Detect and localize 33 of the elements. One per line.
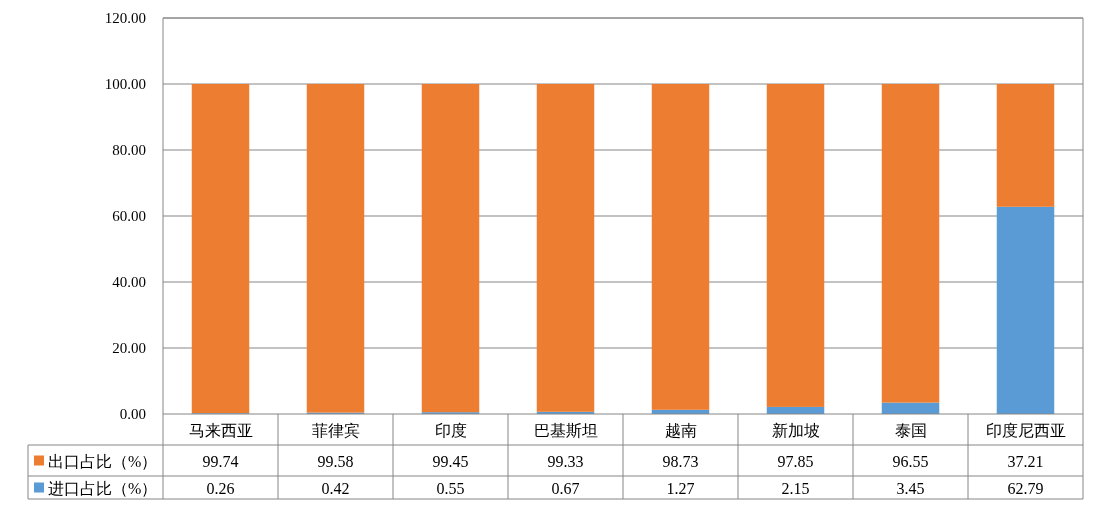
x-tick-label: 马来西亚 — [188, 422, 253, 439]
legend-label: 进口占比（%） — [48, 479, 158, 497]
x-tick-label: 新加坡 — [771, 422, 820, 439]
data-label: 99.45 — [432, 452, 469, 470]
data-label: 37.21 — [1007, 452, 1044, 470]
x-tick-label: 越南 — [664, 422, 697, 439]
x-tick-label: 印度 — [434, 422, 467, 439]
x-tick-label: 菲律宾 — [311, 422, 360, 439]
data-label: 0.55 — [436, 479, 465, 497]
y-tick-label: 40.00 — [112, 274, 146, 290]
data-label: 99.58 — [317, 452, 354, 470]
y-tick-label: 120.00 — [104, 10, 146, 26]
x-tick-label: 印度尼西亚 — [985, 422, 1066, 439]
y-tick-label: 0.00 — [119, 406, 146, 422]
data-label: 96.55 — [892, 452, 929, 470]
data-label: 99.74 — [202, 452, 239, 470]
data-label: 0.42 — [321, 479, 350, 497]
data-label: 99.33 — [547, 452, 584, 470]
x-tick-label: 巴基斯坦 — [533, 422, 598, 439]
x-tick-label: 泰国 — [894, 422, 927, 439]
data-label: 97.85 — [777, 452, 814, 470]
data-label: 1.27 — [666, 479, 695, 497]
data-label: 2.15 — [781, 479, 810, 497]
y-tick-label: 80.00 — [112, 142, 146, 158]
y-tick-label: 100.00 — [104, 76, 146, 92]
y-tick-label: 20.00 — [112, 340, 146, 356]
legend-label: 出口占比（%） — [48, 452, 158, 470]
y-tick-label: 60.00 — [112, 208, 146, 224]
data-label: 3.45 — [896, 479, 925, 497]
data-label: 0.26 — [206, 479, 235, 497]
data-label: 62.79 — [1007, 479, 1044, 497]
data-label: 0.67 — [551, 479, 580, 497]
data-label: 98.73 — [662, 452, 699, 470]
